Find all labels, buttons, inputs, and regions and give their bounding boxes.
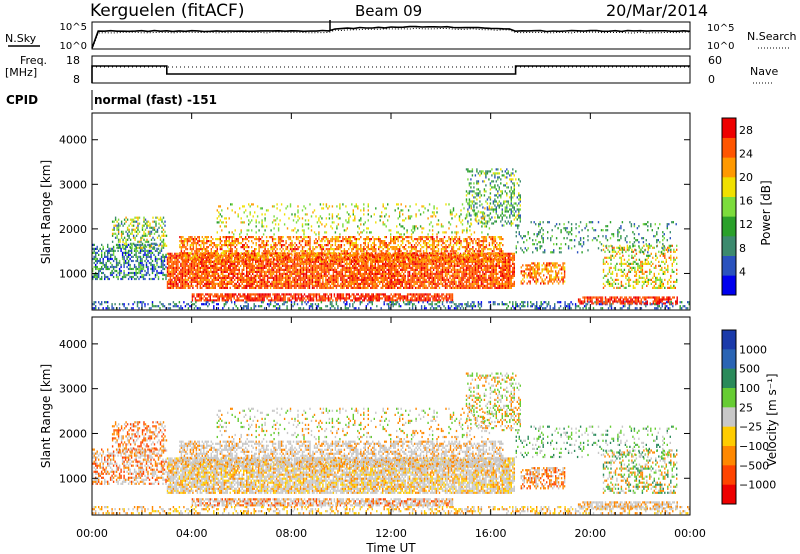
nave-label: Nave [750, 65, 778, 78]
power-colorbar-swatch [722, 157, 736, 178]
y-tick-label: 4000 [59, 134, 87, 147]
y-tick-label: 2000 [59, 427, 87, 440]
velocity-colorbar-swatch [722, 484, 736, 505]
y-tick-label: 1000 [59, 472, 87, 485]
beam-title: Beam 09 [355, 2, 422, 20]
power-colorbar-tick: 16 [739, 195, 753, 208]
velocity-colorbar-tick: 100 [739, 382, 760, 395]
velocity-colorbar-label: Velocity [m s⁻¹] [765, 373, 779, 466]
velocity-colorbar-swatch [722, 426, 736, 447]
velocity-colorbar-tick: −25 [739, 421, 762, 434]
velocity-colorbar-swatch [722, 446, 736, 466]
power-colorbar: 4 8 12 16 20 24 28 [721, 117, 753, 296]
x-tick-label: 04:00 [176, 527, 208, 540]
velocity-colorbar-swatch [722, 368, 736, 389]
nave-right-tick-low: 0 [708, 73, 715, 86]
velocity-colorbar-tick: 1000 [739, 343, 767, 356]
velocity-colorbar-frame [721, 329, 737, 505]
freq-label-2: [MHz] [5, 66, 37, 79]
velocity-colorbar-swatch [722, 407, 736, 427]
nsky-label: N.Sky [5, 32, 37, 45]
power-colorbar-swatch [722, 177, 736, 197]
power-colorbar-frame [721, 117, 737, 296]
power-colorbar-tick: 4 [739, 265, 746, 278]
nsky-left-tick-high: 10^5 [60, 22, 87, 33]
power-colorbar-tick: 8 [739, 242, 746, 255]
velocity-colorbar: 1000 500 100 25 −25 −100 −500 −1000 [721, 329, 776, 505]
time-axis: 00:00 04:00 08:00 12:00 16:00 20:00 00:00 [76, 113, 706, 540]
nsky-frame [91, 21, 691, 50]
velocity-panel: 1000 2000 3000 4000 Slant Range [km] 1000 50… [39, 316, 779, 516]
power-colorbar-label: Power [dB] [759, 180, 773, 245]
station-title: Kerguelen (fitACF) [90, 1, 244, 21]
power-colorbar-tick: 28 [739, 124, 753, 137]
x-axis-label: Time UT [365, 541, 416, 554]
nsearch-label: N.Search [747, 30, 797, 43]
freq-panel: Freq. [MHz] 18 8 60 0 Nave [5, 54, 778, 86]
power-colorbar-tick: 20 [739, 171, 753, 184]
y-tick-label: 1000 [59, 267, 87, 280]
velocity-colorbar-swatch [722, 330, 736, 350]
freq-frame [91, 55, 691, 84]
nsky-panel: N.Sky 10^5 10^0 10^5 10^0 N.Search [5, 20, 797, 52]
nsearch-line [91, 27, 691, 50]
date-title: 20/Mar/2014 [606, 1, 708, 20]
power-data-field [92, 168, 690, 310]
freq-left-tick-low: 8 [73, 73, 80, 86]
x-tick-label: 00:00 [76, 527, 108, 540]
y-tick-label: 4000 [59, 338, 87, 351]
freq-label-1: Freq. [20, 54, 47, 67]
freq-left-tick-high: 18 [66, 54, 80, 67]
power-colorbar-swatch [722, 216, 736, 237]
velocity-colorbar-tick: −500 [739, 459, 769, 472]
velocity-colorbar-swatch [722, 349, 736, 369]
power-colorbar-tick: 24 [739, 147, 753, 160]
y-tick-label: 3000 [59, 383, 87, 396]
power-colorbar-swatch [722, 137, 736, 158]
x-tick-label: 20:00 [574, 527, 606, 540]
x-tick-label: 16:00 [475, 527, 507, 540]
velocity-colorbar-tick: 25 [739, 401, 753, 414]
nsky-right-tick-low: 10^0 [707, 41, 734, 52]
power-colorbar-swatch [722, 118, 736, 138]
x-tick-label: 00:00 [674, 527, 706, 540]
power-colorbar-swatch [722, 275, 736, 296]
velocity-y-axis: 1000 2000 3000 4000 [59, 338, 690, 485]
nsky-right-tick-high: 10^5 [707, 23, 734, 34]
velocity-colorbar-swatch [722, 388, 736, 408]
power-colorbar-swatch [722, 255, 736, 276]
nsky-line [91, 25, 691, 49]
nave-right-tick-high: 60 [708, 54, 722, 67]
power-y-axis: 1000 2000 3000 4000 [59, 134, 690, 280]
power-panel: 1000 2000 3000 4000 Slant Range [km] 4 8 12 16… [39, 112, 773, 311]
velocity-colorbar-tick: −1000 [739, 479, 776, 492]
power-colorbar-swatch [722, 236, 736, 256]
x-tick-label: 12:00 [375, 527, 407, 540]
nsky-left-tick-low: 10^0 [60, 41, 87, 52]
velocity-colorbar-swatch [722, 465, 736, 485]
power-colorbar-swatch [722, 196, 736, 217]
velocity-data-field [92, 372, 690, 515]
freq-line [91, 65, 690, 83]
velocity-colorbar-tick: −100 [739, 440, 769, 453]
x-tick-label: 08:00 [275, 527, 307, 540]
y-tick-label: 3000 [59, 178, 87, 191]
cpid-value: normal (fast) -151 [94, 93, 217, 107]
velocity-y-label: Slant Range [km] [39, 364, 53, 468]
cpid-label: CPID [6, 93, 38, 107]
y-tick-label: 2000 [59, 223, 87, 236]
velocity-colorbar-tick: 500 [739, 363, 760, 376]
power-colorbar-tick: 12 [739, 218, 753, 231]
power-y-label: Slant Range [km] [39, 160, 53, 264]
